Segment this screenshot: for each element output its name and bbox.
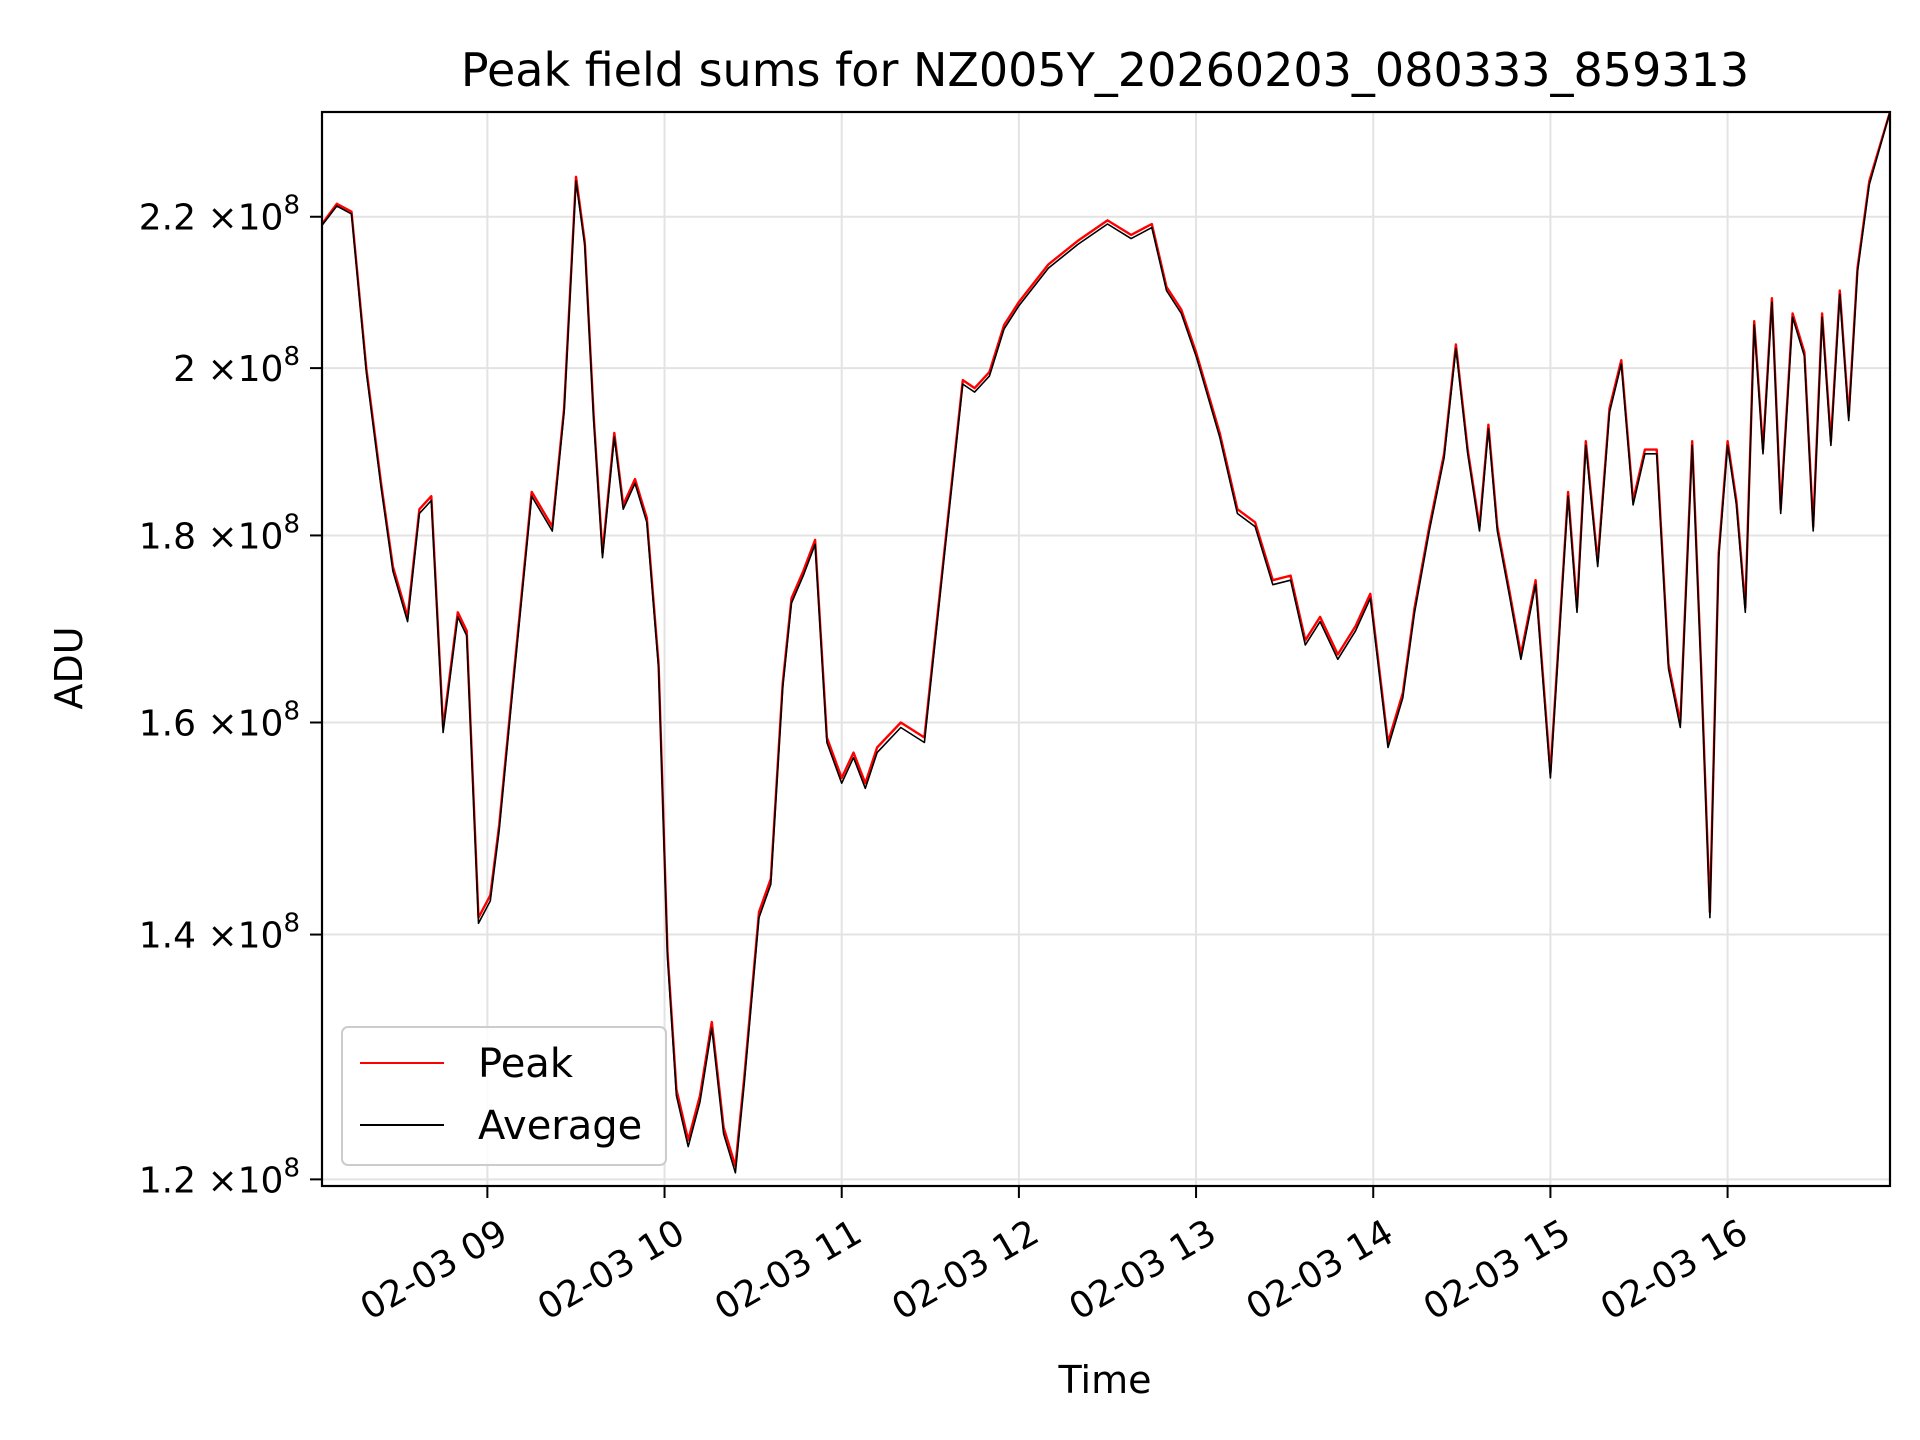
- chart-title: Peak field sums for NZ005Y_20260203_0803…: [461, 43, 1749, 97]
- y-tick-exponent: 8: [283, 696, 300, 726]
- legend: Peak Average: [341, 1026, 667, 1166]
- y-tick-exponent: 8: [283, 909, 300, 939]
- y-tick-label: 1.2 ×108: [139, 1153, 300, 1201]
- x-axis-title: Time: [1058, 1358, 1152, 1402]
- y-tick-label: 1.4 ×108: [139, 909, 300, 957]
- y-tick-exponent: 8: [283, 1153, 300, 1183]
- y-tick-mantissa: 1.6 ×10: [139, 703, 284, 744]
- legend-label-peak: Peak: [478, 1041, 574, 1087]
- y-tick-mantissa: 2 ×10: [173, 349, 283, 390]
- y-tick-label: 2.2 ×108: [139, 191, 300, 239]
- y-tick-label: 2 ×108: [173, 342, 300, 390]
- y-tick-exponent: 8: [283, 509, 300, 539]
- y-tick-exponent: 8: [283, 342, 300, 372]
- y-tick-label: 1.8 ×108: [139, 509, 300, 557]
- y-tick-mantissa: 1.2 ×10: [139, 1160, 284, 1201]
- legend-box: [341, 1026, 667, 1166]
- y-tick-mantissa: 1.4 ×10: [139, 916, 284, 957]
- y-tick-label: 1.6 ×108: [139, 696, 300, 744]
- y-tick-exponent: 8: [283, 191, 300, 221]
- plot-lines: [322, 112, 1890, 1174]
- y-tick-mantissa: 2.2 ×10: [139, 198, 284, 239]
- legend-label-average: Average: [478, 1103, 642, 1149]
- plot-frame: [320, 110, 1892, 1188]
- grid: [322, 112, 1890, 1186]
- y-tick-mantissa: 1.8 ×10: [139, 516, 284, 557]
- y-axis-title: ADU: [47, 626, 91, 709]
- series-line-average: [322, 112, 1890, 1174]
